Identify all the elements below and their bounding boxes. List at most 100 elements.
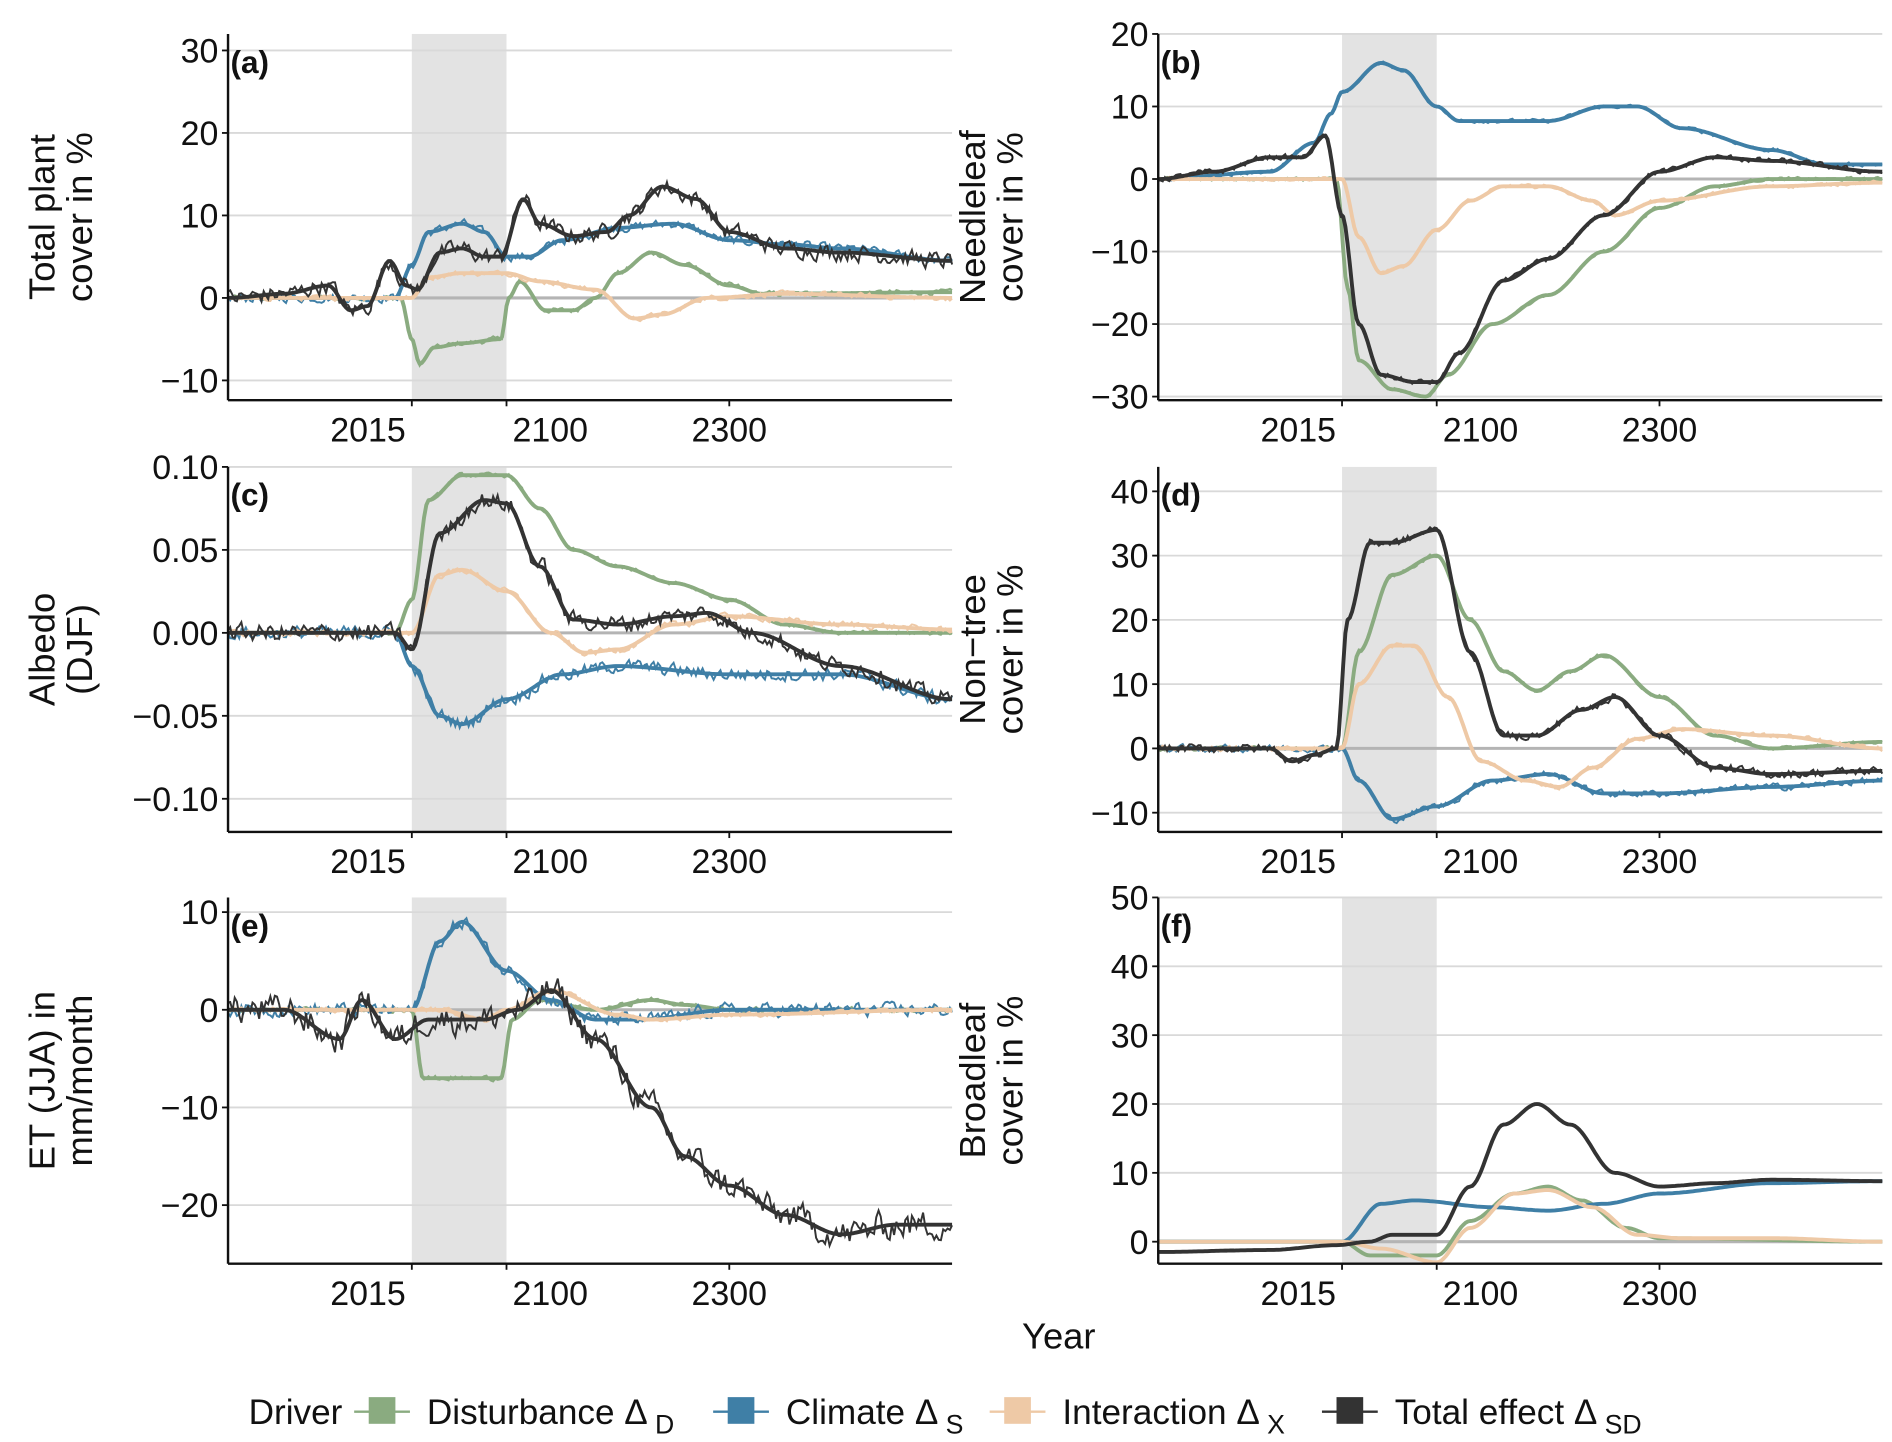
panel-f: 0 10 20 30 40 50 2015 2100 2300 (f) Broadleafcover… (952, 880, 1883, 1313)
y-axis-title-line: cover in % (989, 565, 1030, 735)
legend-subscript: S (946, 1410, 964, 1440)
y-axis-title: Albedo(DJF) (22, 593, 101, 706)
y-tick-label: −10 (161, 1090, 219, 1128)
shaded-period (411, 466, 507, 832)
x-tick-label: 2100 (1443, 1275, 1518, 1313)
panel-label: (f) (1161, 907, 1193, 943)
series-climate-smooth (1158, 61, 1883, 181)
panel-b: −30 −20 −10 0 10 20 2015 2100 2300 (b) Needleleafc… (952, 16, 1883, 449)
series-total-smooth (1158, 527, 1883, 777)
y-axis-title-line: Non−tree (952, 574, 993, 725)
panel-d: −10 0 10 20 30 40 2015 2100 2300 (d) Non−treecover… (952, 466, 1884, 881)
x-tick-label: 2015 (1260, 411, 1335, 449)
y-axis-title-line: (DJF) (59, 604, 100, 695)
series-disturbance-smooth (1158, 177, 1883, 399)
legend-subscript: X (1267, 1410, 1285, 1440)
legend-label-text: Climate Δ (786, 1393, 938, 1432)
shaded-period (1342, 897, 1437, 1264)
series-total-raw (1157, 525, 1884, 780)
legend-label: Total effect Δ SD (1395, 1393, 1642, 1440)
y-axis-title: Total plantcover in % (22, 132, 101, 302)
x-tick-label: 2100 (513, 1275, 589, 1313)
y-tick-label: −10 (1091, 234, 1149, 272)
y-tick-label: 30 (1111, 538, 1149, 576)
y-tick-label: −20 (1091, 306, 1149, 344)
y-tick-label: 0 (199, 280, 218, 318)
y-tick-label: 0 (1130, 731, 1149, 769)
y-tick-label: 40 (1111, 473, 1149, 511)
legend-entry-total: Total effect Δ SD (1321, 1393, 1642, 1440)
y-tick-label: 30 (1111, 1017, 1149, 1055)
panel-label: (e) (230, 907, 269, 943)
y-tick-label: 0.00 (152, 615, 218, 653)
y-tick-label: −10 (1091, 795, 1149, 833)
series-disturbance-smooth (228, 473, 953, 635)
y-axis-title: ET (JJA) inmm/month (22, 991, 101, 1170)
x-tick-label: 2300 (1622, 1275, 1698, 1313)
y-axis-title-line: cover in % (989, 996, 1030, 1166)
y-axis-title-line: Broadleaf (952, 1002, 993, 1159)
x-tick-label: 2300 (1622, 843, 1698, 881)
y-axis-title-line: Total plant (22, 134, 63, 300)
panel-label: (a) (230, 44, 269, 80)
y-tick-label: 20 (1111, 16, 1149, 54)
y-tick-label: 10 (1111, 1155, 1149, 1193)
series-interaction-smooth (1158, 643, 1883, 789)
series-interaction-raw (1158, 175, 1883, 274)
series-interaction-smooth (228, 567, 953, 655)
panel-label: (d) (1161, 477, 1201, 513)
y-tick-label: 20 (1111, 1086, 1149, 1124)
series-disturbance-raw (1158, 1185, 1883, 1257)
x-tick-label: 2300 (1622, 411, 1698, 449)
legend-entry-climate: Climate Δ S (713, 1393, 963, 1440)
x-tick-label: 2300 (692, 843, 768, 881)
series-interaction-smooth (228, 271, 953, 321)
y-axis-title-line: Needleleaf (952, 129, 993, 304)
y-axis-title: Non−treecover in % (952, 565, 1031, 735)
y-axis-title-line: ET (JJA) in (22, 991, 63, 1170)
x-axis-title: Year (1022, 1316, 1096, 1357)
legend: Driver Disturbance Δ D Climate Δ S Interacti… (249, 1393, 1642, 1440)
series-interaction-raw (227, 567, 953, 657)
y-axis-title-line: cover in % (989, 132, 1030, 302)
legend-label: Climate Δ S (786, 1393, 963, 1440)
series-climate-smooth (1158, 1179, 1883, 1244)
series-total-smooth (228, 498, 953, 702)
legend-label-text: Total effect Δ (1395, 1393, 1598, 1432)
panel-label: (c) (230, 477, 269, 513)
legend-label: Interaction Δ X (1062, 1393, 1285, 1440)
x-tick-label: 2300 (692, 1275, 768, 1313)
x-tick-label: 2100 (513, 411, 589, 449)
series-disturbance-smooth (1158, 1184, 1883, 1258)
panel-label: (b) (1161, 44, 1201, 80)
legend-entry-interaction: Interaction Δ X (989, 1393, 1285, 1440)
series-total-smooth (1158, 133, 1883, 384)
panel-c: −0.10 −0.05 0.00 0.05 0.10 2015 2100 2300 (c) Alb… (22, 449, 953, 881)
y-tick-label: 0.10 (152, 449, 218, 487)
legend-swatch (1336, 1397, 1364, 1424)
x-tick-label: 2100 (1443, 411, 1518, 449)
series-disturbance-raw (227, 250, 953, 368)
panel-a: −10 0 10 20 30 2015 2100 2300 (a) Total plantcove… (22, 33, 954, 449)
x-tick-label: 2015 (1260, 843, 1335, 881)
series-interaction-smooth (1158, 177, 1883, 276)
legend-subscript: D (655, 1410, 674, 1440)
series-disturbance-raw (1157, 175, 1883, 398)
y-axis-title: Broadleafcover in % (952, 996, 1031, 1166)
y-tick-label: 10 (181, 894, 219, 932)
series-disturbance-smooth (228, 250, 953, 366)
legend-swatch (727, 1397, 755, 1424)
series-total-raw (227, 978, 953, 1250)
legend-title: Driver (249, 1393, 343, 1432)
x-tick-label: 2015 (330, 1275, 406, 1313)
y-tick-label: 0 (1130, 1224, 1149, 1262)
y-tick-label: −30 (1091, 379, 1149, 417)
legend-label-text: Disturbance Δ (427, 1393, 648, 1432)
y-tick-label: 0.05 (152, 532, 218, 570)
y-tick-label: 0 (1130, 161, 1149, 199)
y-tick-label: 30 (181, 33, 219, 71)
series-total-smooth (1158, 1102, 1883, 1254)
